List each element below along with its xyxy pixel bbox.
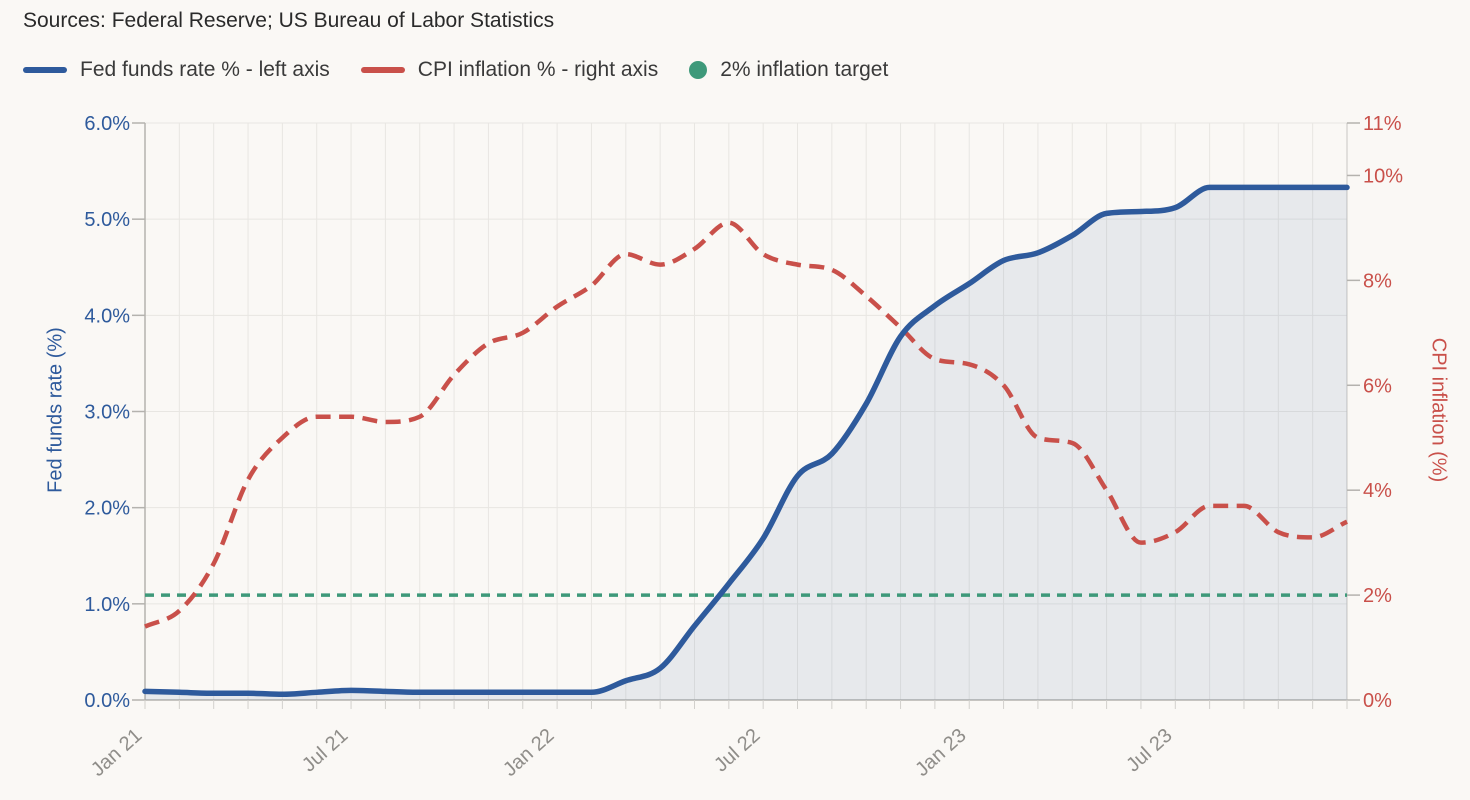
x-axis-tick-label: Jul 22 bbox=[710, 724, 764, 776]
legend-item-fed-funds: Fed funds rate % - left axis bbox=[23, 58, 330, 82]
cpi-inflation-line bbox=[144, 220, 1348, 629]
left-axis-tick-label: 6.0% bbox=[84, 113, 130, 135]
left-axis-tick-label: 5.0% bbox=[84, 209, 130, 231]
left-axis-tick-label: 1.0% bbox=[84, 594, 130, 616]
right-axis-title: CPI inflation (%) bbox=[1427, 337, 1450, 483]
right-axis-tick-label: 4% bbox=[1363, 480, 1392, 502]
right-axis-tick-label: 11% bbox=[1363, 113, 1402, 135]
tick-marks bbox=[132, 122, 1360, 709]
cpi-line-swatch bbox=[360, 67, 405, 73]
legend-label-cpi: CPI inflation % - right axis bbox=[417, 58, 659, 81]
legend-item-target: 2% inflation target bbox=[689, 58, 888, 82]
left-axis-title: Fed funds rate (%) bbox=[44, 327, 67, 493]
left-axis-tick-label: 2.0% bbox=[84, 498, 130, 520]
x-axis-tick-label: Jul 23 bbox=[1122, 724, 1176, 776]
legend: Fed funds rate % - left axis CPI inflati… bbox=[23, 58, 888, 82]
left-axis-tick-label: 3.0% bbox=[84, 402, 130, 424]
inflation-target-dot-swatch bbox=[689, 61, 708, 79]
left-axis-tick-label: 4.0% bbox=[84, 305, 130, 327]
left-axis-tick-label: 0.0% bbox=[84, 690, 130, 712]
x-axis-tick-label: Jan 21 bbox=[87, 724, 146, 781]
fed-funds-area-fill bbox=[145, 187, 1347, 700]
right-axis-tick-label: 10% bbox=[1363, 165, 1403, 187]
right-axis-tick-label: 2% bbox=[1363, 585, 1392, 607]
right-axis-tick-label: 6% bbox=[1363, 375, 1392, 397]
legend-label-target: 2% inflation target bbox=[720, 58, 889, 81]
legend-item-cpi: CPI inflation % - right axis bbox=[360, 58, 659, 82]
x-axis-tick-label: Jan 23 bbox=[911, 724, 970, 781]
source-note: Sources: Federal Reserve; US Bureau of L… bbox=[23, 9, 555, 32]
horizontal-gridlines bbox=[145, 122, 1347, 605]
x-axis-tick-label: Jul 21 bbox=[298, 724, 352, 776]
x-axis-tick-label: Jan 22 bbox=[499, 724, 558, 781]
legend-label-fed-funds: Fed funds rate % - left axis bbox=[80, 58, 330, 81]
fed-funds-line bbox=[142, 184, 1350, 697]
fed-funds-line-swatch bbox=[23, 67, 67, 73]
right-axis-tick-label: 8% bbox=[1363, 270, 1392, 292]
right-axis-tick-label: 0% bbox=[1363, 690, 1392, 712]
